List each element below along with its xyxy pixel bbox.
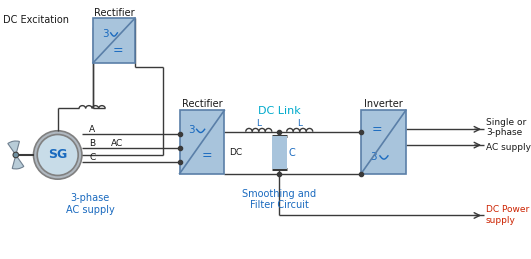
Text: supply: supply [486,216,516,225]
Text: Smoothing and
Filter Circuit: Smoothing and Filter Circuit [242,189,316,211]
Text: Inverter: Inverter [364,99,403,109]
Bar [361,110,406,174]
Text: DC Link: DC Link [258,106,301,116]
Bar [93,18,135,63]
Text: Rectifier: Rectifier [182,99,222,109]
Text: $3$: $3$ [189,123,196,135]
Text: C: C [89,153,96,162]
Text: AC: AC [111,139,123,148]
Text: $3$: $3$ [370,150,378,162]
Text: A: A [89,125,96,134]
Text: Rectifier: Rectifier [93,8,134,18]
Circle shape [13,152,19,158]
Text: B: B [89,139,96,148]
Bar [272,136,287,169]
Text: DC Excitation: DC Excitation [3,15,69,25]
Text: L: L [297,119,302,128]
Text: L: L [256,119,261,128]
Text: AC supply: AC supply [486,143,531,152]
Text: =: = [113,44,124,57]
Text: DC Power: DC Power [486,205,529,214]
Text: C: C [288,148,295,158]
Text: $3$: $3$ [102,27,109,39]
Text: =: = [372,123,382,136]
Text: SG: SG [48,148,67,161]
Wedge shape [12,155,24,169]
Circle shape [37,134,78,175]
Text: 3-phase: 3-phase [486,128,522,136]
Bar [179,110,224,174]
Text: =: = [201,149,212,162]
Text: Single or: Single or [486,118,526,127]
Wedge shape [8,141,20,155]
Text: DC: DC [229,148,242,157]
Text: 3-phase
AC supply: 3-phase AC supply [66,193,115,215]
Circle shape [33,131,82,179]
